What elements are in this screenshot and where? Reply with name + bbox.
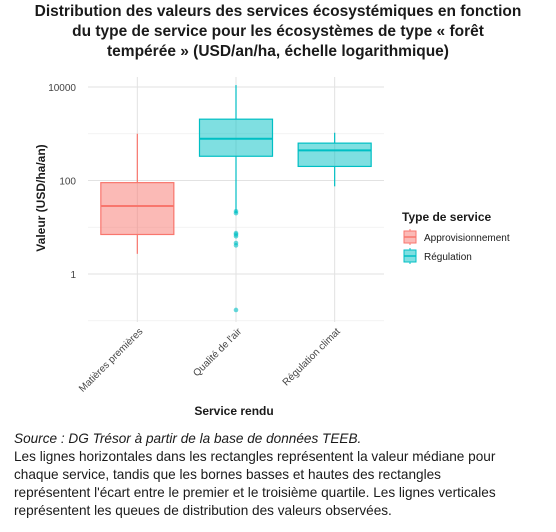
boxplot-chart: 1 100 10000 Matières premières Qualité de l… — [34, 77, 510, 418]
box-0 — [100, 133, 175, 254]
chart-title: Distribution des valeurs des services éc… — [0, 2, 556, 62]
outlier-point — [233, 208, 239, 214]
x-tick-label: Qualité de l'air — [191, 326, 244, 379]
caption-source: Source : DG Trésor à partir de la base d… — [14, 431, 362, 446]
chart-title-line: Distribution des valeurs des services éc… — [34, 3, 522, 20]
y-axis-label: Valeur (USD/ha/an) — [34, 144, 48, 251]
box-iqr — [198, 118, 274, 157]
box-series — [100, 85, 372, 313]
caption-note-line: chaque service, tandis que les bornes ba… — [14, 467, 441, 482]
caption-note-line: représentent l'écart entre le premier et… — [14, 485, 496, 500]
y-tick-label: 1 — [70, 270, 76, 281]
legend-label: Approvisionnement — [424, 233, 510, 244]
outlier-point — [233, 307, 239, 313]
box-1 — [198, 85, 274, 313]
y-tick-label: 100 — [59, 177, 76, 188]
chart-title-line: tempérée » (USD/an/ha, échelle logarithm… — [107, 43, 449, 60]
box-iqr — [297, 142, 372, 168]
x-axis-tick-labels: Matières premières Qualité de l'air Régula… — [77, 326, 343, 395]
x-axis-label: Service rendu — [194, 404, 273, 418]
y-axis-tick-labels: 1 100 10000 — [48, 83, 76, 281]
figure-caption: Source : DG Trésor à partir de la base d… — [14, 430, 550, 520]
legend-label: Régulation — [424, 252, 472, 263]
legend-entry: Régulation — [403, 248, 472, 264]
legend-entry: Approvisionnement — [403, 229, 510, 245]
y-tick-label: 10000 — [48, 83, 76, 94]
chart-title-line: du type de service pour les écosystèmes … — [72, 23, 484, 40]
caption-note-line: Les lignes horizontales dans les rectang… — [14, 449, 496, 464]
outlier-point — [233, 230, 239, 236]
outlier-point — [233, 240, 239, 246]
legend-title: Type de service — [402, 210, 491, 224]
legend: Type de service Approvisionnement Régulat… — [402, 210, 510, 264]
x-tick-label: Matières premières — [77, 326, 145, 394]
box-2 — [297, 132, 372, 187]
x-tick-label: Régulation climat — [281, 326, 343, 388]
caption-note-line: représentent les queues de distribution … — [14, 503, 392, 518]
box-iqr — [100, 182, 175, 236]
